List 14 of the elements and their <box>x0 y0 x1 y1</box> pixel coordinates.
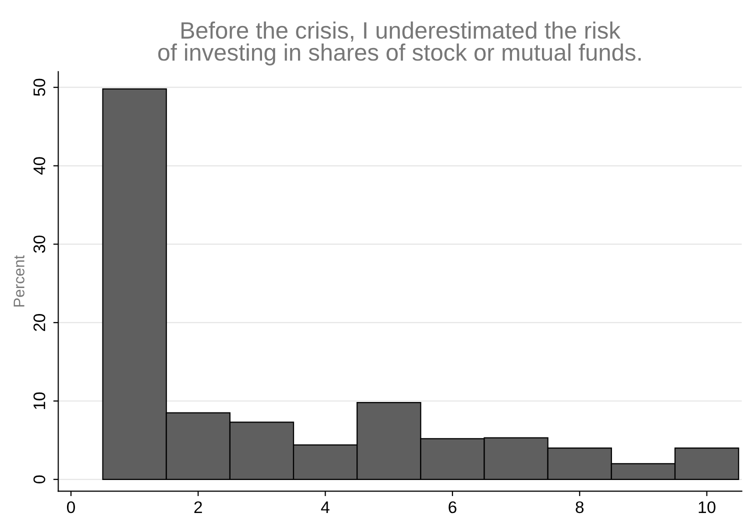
y-tick-label: 10 <box>33 392 46 409</box>
chart-title: Before the crisis, I underestimated the risk of investing in shares of stock or mutual funds. <box>158 21 641 66</box>
y-tick-label: 50 <box>33 78 46 96</box>
x-tick-label: 2 <box>194 501 202 513</box>
y-axis-title: Percent <box>14 255 24 306</box>
x-tick-label: 0 <box>67 501 75 514</box>
x-tick-label: 10 <box>698 501 716 514</box>
y-tick-label: 0 <box>33 475 46 484</box>
x-tick-label: 8 <box>576 501 584 514</box>
y-tick-label: 40 <box>33 157 46 175</box>
y-tick-label: 20 <box>33 314 46 332</box>
x-tick-label: 6 <box>448 501 456 514</box>
y-tick-label: 30 <box>33 236 46 253</box>
x-tick-label: 4 <box>321 502 330 513</box>
